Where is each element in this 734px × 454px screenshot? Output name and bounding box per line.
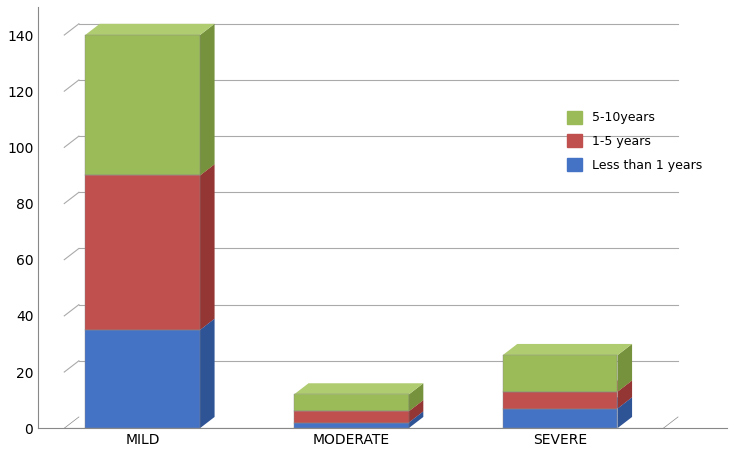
Polygon shape: [294, 423, 409, 428]
Polygon shape: [85, 319, 214, 330]
Legend: 5-10years, 1-5 years, Less than 1 years: 5-10years, 1-5 years, Less than 1 years: [562, 106, 707, 177]
Polygon shape: [200, 164, 214, 330]
Polygon shape: [200, 24, 214, 175]
Polygon shape: [85, 330, 200, 428]
Polygon shape: [294, 383, 424, 395]
Polygon shape: [294, 395, 409, 411]
Polygon shape: [503, 380, 632, 392]
Polygon shape: [85, 24, 214, 35]
Polygon shape: [617, 344, 632, 392]
Polygon shape: [503, 409, 617, 428]
Polygon shape: [503, 397, 632, 409]
Polygon shape: [409, 411, 424, 428]
Polygon shape: [617, 397, 632, 428]
Polygon shape: [409, 383, 424, 411]
Polygon shape: [85, 35, 200, 175]
Polygon shape: [85, 164, 214, 175]
Polygon shape: [617, 380, 632, 409]
Polygon shape: [503, 392, 617, 409]
Polygon shape: [294, 400, 424, 411]
Polygon shape: [503, 355, 617, 392]
Polygon shape: [85, 175, 200, 330]
Polygon shape: [409, 400, 424, 423]
Polygon shape: [503, 344, 632, 355]
Polygon shape: [294, 411, 424, 423]
Polygon shape: [200, 319, 214, 428]
Polygon shape: [294, 411, 409, 423]
